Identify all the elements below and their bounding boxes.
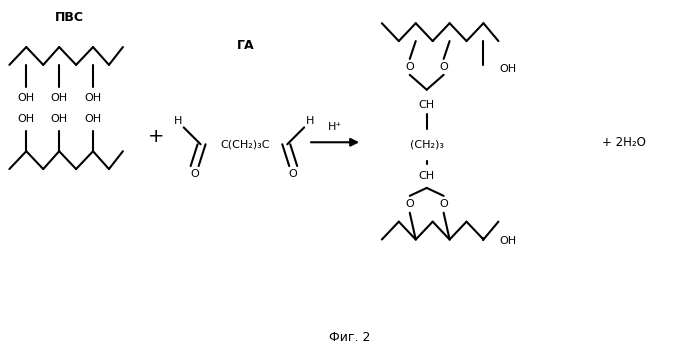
Text: OH: OH [85,93,102,103]
Text: ПВС: ПВС [55,11,83,24]
Text: C(CH₂)₃C: C(CH₂)₃C [220,139,270,149]
Text: +: + [148,127,164,146]
Text: OH: OH [85,114,102,125]
Text: H: H [174,116,182,126]
Text: H⁺: H⁺ [328,122,342,132]
Text: OH: OH [50,114,68,125]
Text: OH: OH [50,93,68,103]
Text: H: H [306,116,314,126]
Text: O: O [440,199,448,209]
Text: OH: OH [18,114,35,125]
Text: O: O [289,169,298,179]
Text: (CH₂)₃: (CH₂)₃ [410,139,444,149]
Text: OH: OH [18,93,35,103]
Text: + 2H₂O: + 2H₂O [602,136,646,149]
Text: ГА: ГА [237,39,254,52]
Text: Фиг. 2: Фиг. 2 [329,331,371,344]
Text: CH: CH [419,171,435,181]
Text: O: O [405,62,414,72]
Text: O: O [190,169,199,179]
Text: OH: OH [499,236,517,246]
Text: CH: CH [419,99,435,110]
Text: OH: OH [499,64,517,74]
Text: O: O [440,62,448,72]
Text: O: O [405,199,414,209]
